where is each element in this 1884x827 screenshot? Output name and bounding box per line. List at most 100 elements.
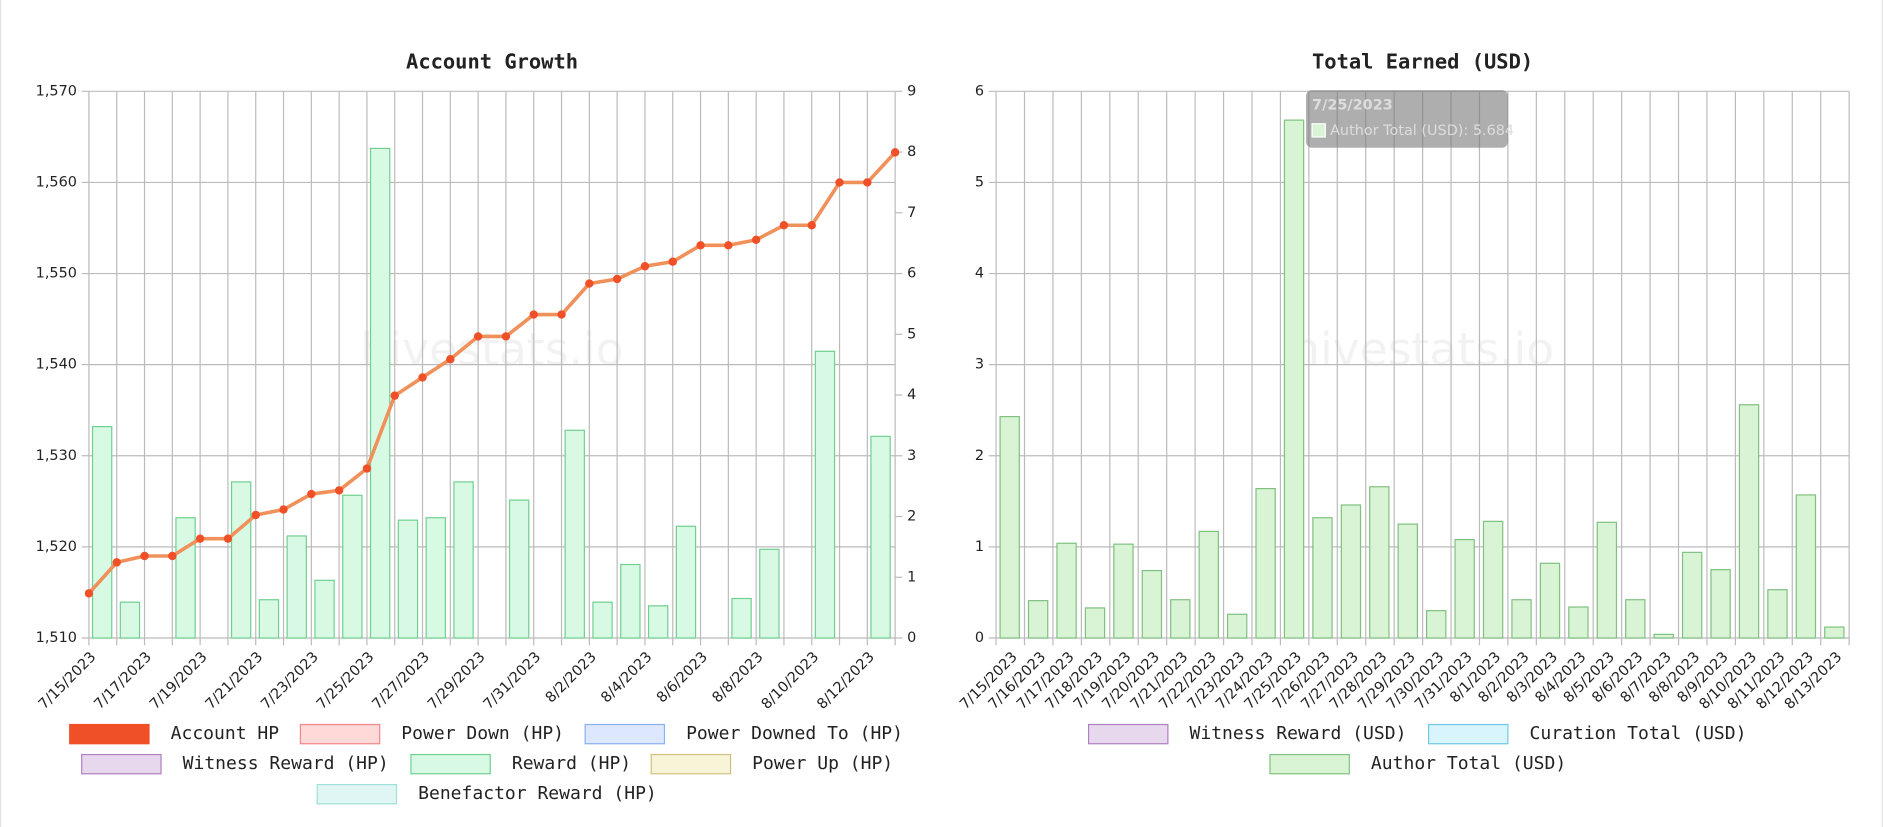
point xyxy=(418,373,427,382)
point xyxy=(390,391,399,400)
point xyxy=(112,558,121,567)
x-tick-label: 7/27/2023 xyxy=(369,649,433,713)
chart-title: Account Growth xyxy=(406,49,578,73)
bar xyxy=(999,415,1020,639)
y-tick-label: 1,550 xyxy=(36,266,77,282)
bar xyxy=(592,601,613,639)
bar xyxy=(1312,517,1333,639)
bar xyxy=(1795,494,1817,639)
legend-swatch xyxy=(316,783,398,805)
legend-label: Power Downed To (HP) xyxy=(686,723,903,744)
point xyxy=(612,274,622,284)
y-tick-label: 5 xyxy=(975,174,984,190)
legend-label: Benefactor Reward (HP) xyxy=(418,783,657,804)
x-tick-label: 8/10/2023 xyxy=(759,649,823,713)
point xyxy=(863,178,872,187)
legend-label: Power Down (HP) xyxy=(401,723,564,744)
legend-label: Account HP xyxy=(171,723,280,744)
y-tick-label: 1,560 xyxy=(36,174,77,190)
legend-swatch xyxy=(410,753,491,775)
x-tick-label: 8/4/2023 xyxy=(598,649,655,706)
bar xyxy=(1340,504,1362,639)
point xyxy=(473,332,483,341)
legend-label: Author Total (USD) xyxy=(1371,753,1566,774)
point xyxy=(251,510,260,520)
bar xyxy=(1283,119,1305,639)
x-tick-label: 7/31/2023 xyxy=(481,649,545,713)
y-tick-label: 1 xyxy=(975,539,984,555)
point xyxy=(640,262,650,271)
y2-tick-label: 9 xyxy=(907,83,916,99)
tooltip-label: Author Total (USD): 5.684 xyxy=(1330,123,1514,139)
y-tick-label: 4 xyxy=(975,266,984,282)
bar xyxy=(1454,538,1475,639)
watermark: hivestats.io xyxy=(360,323,623,376)
bar xyxy=(1426,610,1447,639)
bar xyxy=(230,481,252,639)
legend-swatch xyxy=(584,723,666,745)
x-tick-label: 8/8/2023 xyxy=(710,649,767,706)
y2-tick-label: 6 xyxy=(907,266,916,282)
point xyxy=(168,551,177,561)
point xyxy=(307,489,316,499)
point xyxy=(751,235,761,245)
bar xyxy=(1539,562,1561,639)
bar xyxy=(314,579,335,639)
point xyxy=(334,486,344,495)
tooltip-box xyxy=(1306,90,1508,148)
point xyxy=(835,178,844,187)
bar xyxy=(1596,521,1618,639)
bar xyxy=(258,599,280,639)
y2-tick-label: 2 xyxy=(907,509,916,525)
legend-swatch xyxy=(650,753,732,775)
x-tick-label: 7/19/2023 xyxy=(147,649,211,713)
bar xyxy=(1653,633,1674,639)
bar xyxy=(1397,523,1418,639)
point xyxy=(223,534,233,543)
point xyxy=(807,221,816,230)
legend-label: Witness Reward (HP) xyxy=(183,753,389,774)
point xyxy=(724,241,733,250)
point xyxy=(779,221,789,230)
bar xyxy=(175,517,196,639)
legend-swatch xyxy=(69,723,150,745)
line xyxy=(87,151,897,595)
point xyxy=(446,354,455,364)
y2-tick-label: 3 xyxy=(907,448,916,464)
bar xyxy=(1027,600,1049,639)
bar xyxy=(508,499,530,639)
bar xyxy=(1113,543,1134,639)
x-tick-label: 8/12/2023 xyxy=(814,649,878,713)
y-tick-label: 3 xyxy=(975,357,984,373)
y2-tick-label: 8 xyxy=(907,144,916,160)
point xyxy=(362,464,372,473)
bar xyxy=(91,426,113,639)
point xyxy=(696,241,705,250)
bar xyxy=(675,525,697,639)
x-tick-label: 8/6/2023 xyxy=(654,649,711,706)
point xyxy=(279,505,288,514)
point xyxy=(501,332,511,341)
bar xyxy=(564,429,585,639)
y-tick-label: 1,570 xyxy=(36,83,77,99)
y-tick-label: 1,530 xyxy=(36,448,77,464)
y-tick-label: 0 xyxy=(975,630,984,646)
legend-label: Curation Total (USD) xyxy=(1530,723,1747,744)
point xyxy=(890,148,900,157)
legend-swatch xyxy=(81,753,162,775)
y2-tick-label: 0 xyxy=(907,630,916,646)
legend-swatch xyxy=(1428,723,1509,745)
bar xyxy=(1738,404,1760,639)
x-tick-label: 7/29/2023 xyxy=(425,649,489,713)
bar xyxy=(1681,551,1703,639)
y2-tick-label: 1 xyxy=(907,569,916,585)
legend-label: Witness Reward (USD) xyxy=(1190,723,1407,744)
x-tick-label: 8/2/2023 xyxy=(543,649,600,706)
y-tick-label: 1,520 xyxy=(36,539,77,555)
bar xyxy=(286,535,307,639)
x-tick-label: 7/21/2023 xyxy=(203,649,267,713)
x-tick-label: 7/17/2023 xyxy=(91,649,155,713)
bar xyxy=(1198,530,1219,639)
legend-label: Power Up (HP) xyxy=(752,753,893,774)
bar xyxy=(759,548,780,639)
